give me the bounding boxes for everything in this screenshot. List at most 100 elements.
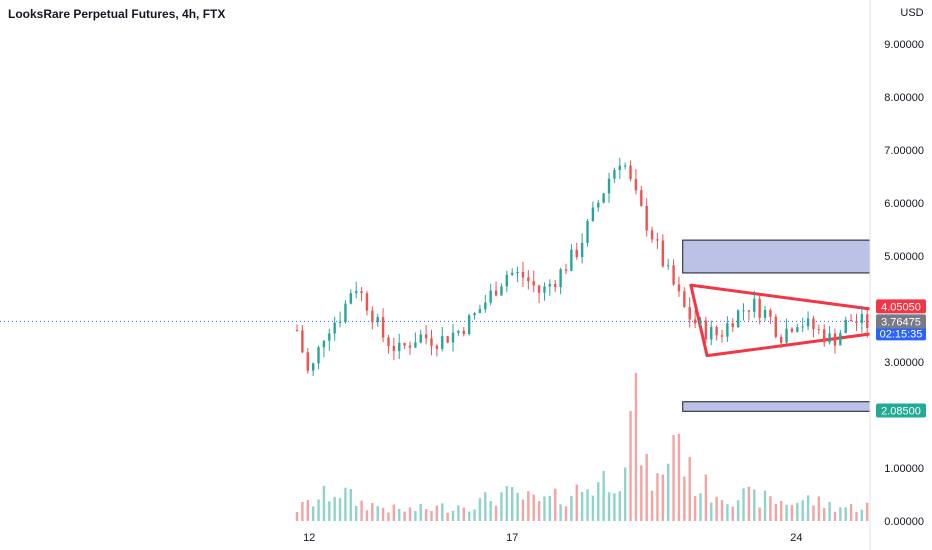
candle-body bbox=[564, 269, 568, 271]
candle-body bbox=[365, 293, 369, 311]
volume-bar bbox=[344, 487, 347, 521]
volume-bar bbox=[554, 488, 557, 521]
candle-body bbox=[693, 319, 697, 324]
volume-bar bbox=[435, 505, 439, 521]
volume-bar bbox=[710, 502, 713, 521]
candle-body bbox=[371, 310, 374, 323]
candle-body bbox=[500, 286, 503, 296]
volume-bar bbox=[736, 500, 740, 521]
candle-body bbox=[672, 265, 675, 285]
volume-bar bbox=[532, 494, 535, 521]
chart-title: LooksRare Perpetual Futures, 4h, FTX bbox=[8, 7, 226, 21]
volume-bar bbox=[430, 511, 433, 521]
volume-bar bbox=[457, 505, 460, 521]
volume-bar bbox=[812, 505, 815, 521]
currency-label: USD bbox=[900, 7, 923, 19]
price-label-value: 4.05050 bbox=[881, 301, 921, 313]
y-tick-label: 7.00000 bbox=[884, 145, 924, 157]
candle-body bbox=[640, 190, 643, 206]
candle-body bbox=[306, 352, 309, 371]
candle-body bbox=[753, 298, 756, 312]
y-tick-label: 0.00000 bbox=[884, 516, 924, 528]
volume-bar bbox=[586, 489, 589, 521]
volume-bar bbox=[516, 492, 519, 521]
volume-bar bbox=[699, 493, 702, 521]
volume-bar bbox=[333, 496, 336, 521]
support-zone[interactable] bbox=[682, 401, 932, 412]
volume-bar bbox=[306, 500, 309, 521]
volume-bar bbox=[446, 512, 449, 521]
candle-body bbox=[354, 291, 358, 294]
volume-bar bbox=[806, 495, 810, 521]
candle-body bbox=[328, 333, 331, 341]
candle-body bbox=[785, 328, 788, 343]
volume-bar bbox=[779, 500, 783, 521]
candle-body bbox=[473, 313, 476, 316]
volume-bar bbox=[322, 485, 326, 521]
volume-bar bbox=[419, 503, 422, 521]
candle-body bbox=[623, 165, 627, 167]
volume-bar bbox=[763, 490, 767, 521]
volume-bar bbox=[613, 493, 616, 521]
candle-body bbox=[424, 334, 428, 339]
candle-body bbox=[806, 318, 810, 327]
volume-bar bbox=[661, 474, 665, 521]
candle-body bbox=[801, 326, 804, 328]
candle-body bbox=[667, 265, 670, 267]
volume-bar bbox=[527, 491, 530, 521]
volume-bar bbox=[715, 496, 718, 521]
volume-bar bbox=[591, 495, 595, 521]
volume-bar bbox=[473, 509, 476, 521]
candle-body bbox=[591, 207, 595, 221]
candle-body bbox=[570, 249, 573, 271]
candle-body bbox=[333, 322, 336, 334]
candle-body bbox=[828, 333, 831, 343]
candle-body bbox=[441, 336, 444, 350]
x-tick-label: 17 bbox=[506, 532, 518, 544]
volume-bar bbox=[537, 501, 541, 521]
candle-body bbox=[796, 327, 799, 332]
volume-bar bbox=[403, 511, 406, 521]
volume-bar bbox=[580, 491, 584, 521]
candle-body bbox=[790, 328, 794, 332]
candle-body bbox=[295, 330, 299, 332]
volume-bar bbox=[511, 487, 514, 521]
volume-bar bbox=[328, 501, 331, 521]
volume-bar bbox=[785, 504, 788, 521]
y-tick-label: 3.00000 bbox=[884, 357, 924, 369]
volume-bar bbox=[597, 482, 600, 521]
candle-body bbox=[317, 347, 320, 364]
candle-body bbox=[376, 317, 379, 323]
volume-bar bbox=[349, 488, 353, 521]
volume-bar bbox=[650, 490, 654, 521]
candle-body bbox=[338, 322, 342, 324]
candle-body bbox=[634, 179, 638, 191]
volume-bar bbox=[602, 470, 605, 521]
candle-body bbox=[505, 274, 509, 287]
volume-bar bbox=[844, 507, 847, 521]
volume-bar bbox=[629, 411, 632, 521]
volume-bar bbox=[360, 500, 363, 521]
volume-bar bbox=[688, 456, 691, 521]
volume-bar bbox=[381, 507, 385, 521]
volume-bar bbox=[408, 507, 412, 521]
candle-body bbox=[656, 239, 659, 241]
volume-bar bbox=[774, 503, 777, 521]
candle-body bbox=[731, 323, 734, 328]
candle-body bbox=[769, 309, 772, 317]
candle-body bbox=[839, 333, 842, 346]
candle-body bbox=[403, 342, 406, 346]
candle-body bbox=[521, 271, 525, 278]
candle-body bbox=[414, 342, 417, 348]
candle-body bbox=[430, 338, 433, 346]
candle-body bbox=[586, 220, 589, 243]
volume-bar bbox=[543, 496, 546, 521]
candle-body bbox=[543, 286, 546, 293]
volume-bar bbox=[354, 505, 358, 521]
volume-bar bbox=[693, 496, 697, 521]
volume-bar bbox=[796, 502, 799, 521]
candle-body bbox=[833, 333, 837, 346]
candle-body bbox=[516, 271, 519, 273]
volume-bar bbox=[618, 491, 621, 521]
